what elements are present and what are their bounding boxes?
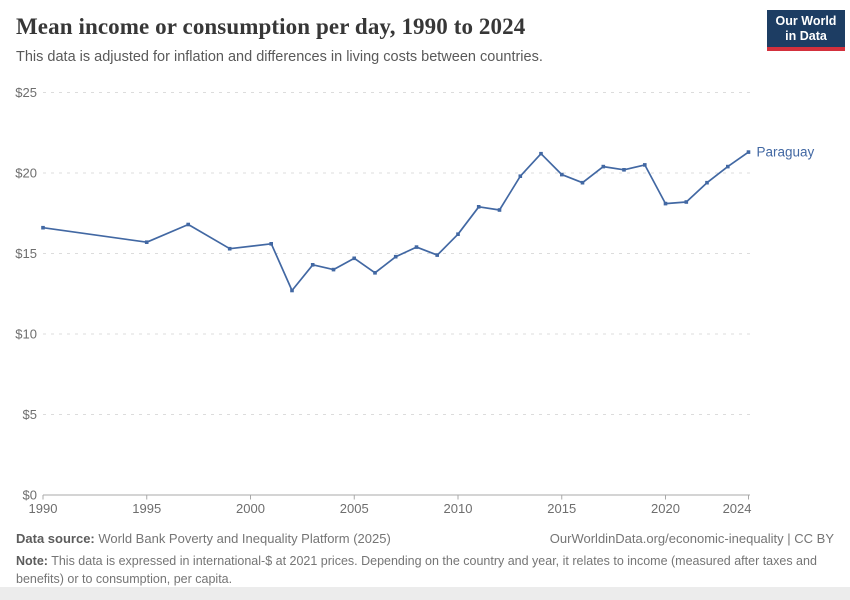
x-tick-label: 2000 bbox=[236, 501, 265, 516]
chart-header: Mean income or consumption per day, 1990… bbox=[16, 14, 760, 65]
data-point-marker[interactable] bbox=[580, 180, 585, 185]
series-label-paraguay[interactable]: Paraguay bbox=[757, 145, 815, 160]
data-point-marker[interactable] bbox=[186, 222, 190, 227]
data-point-marker[interactable] bbox=[144, 240, 149, 244]
bottom-page-edge bbox=[0, 587, 850, 600]
data-point-marker[interactable] bbox=[539, 151, 543, 156]
data-point-marker[interactable] bbox=[331, 267, 336, 272]
data-point-marker[interactable] bbox=[227, 246, 232, 251]
page-title: Mean income or consumption per day, 1990… bbox=[16, 14, 526, 39]
line-chart-canvas: $0 $5 $10 $15 $20 $25 1990 1995 2000 2005 2010 2015… bbox=[15, 85, 815, 516]
data-point-marker[interactable] bbox=[476, 205, 481, 209]
x-tick-label: 2020 bbox=[651, 501, 680, 516]
data-point-marker[interactable] bbox=[560, 172, 564, 177]
x-tick-label: 2015 bbox=[547, 501, 576, 516]
data-source-line: Data source: World Bank Poverty and Ineq… bbox=[16, 531, 391, 546]
data-point-marker[interactable] bbox=[310, 263, 315, 267]
y-tick-label: $10 bbox=[15, 327, 37, 342]
note-text: This data is expressed in international-… bbox=[16, 554, 817, 587]
x-tick-label: 1990 bbox=[29, 501, 58, 516]
y-tick-label: $25 bbox=[15, 85, 37, 100]
x-tick-label: 1995 bbox=[132, 501, 161, 516]
data-point-marker[interactable] bbox=[518, 174, 523, 178]
data-point-marker[interactable] bbox=[456, 232, 460, 236]
owid-logo-line2: in Data bbox=[785, 28, 827, 43]
data-point-marker[interactable] bbox=[290, 288, 294, 293]
data-point-marker[interactable] bbox=[705, 180, 709, 185]
data-point-marker[interactable] bbox=[414, 245, 419, 249]
y-tick-label: $5 bbox=[23, 407, 37, 422]
data-point-marker[interactable] bbox=[601, 164, 606, 169]
data-point-marker[interactable] bbox=[746, 150, 751, 154]
owid-logo-line1: Our World bbox=[775, 13, 837, 28]
series-line-paraguay[interactable] bbox=[42, 151, 750, 292]
data-point-marker[interactable] bbox=[352, 256, 356, 261]
owid-logo[interactable]: Our World in Data bbox=[767, 10, 845, 51]
data-source-text[interactable]: World Bank Poverty and Inequality Platfo… bbox=[94, 531, 391, 546]
data-source-label: Data source: bbox=[16, 531, 95, 546]
data-point-marker[interactable] bbox=[497, 208, 502, 212]
chart-footer: Data source: World Bank Poverty and Ineq… bbox=[16, 531, 834, 588]
x-tick-label: 2010 bbox=[444, 501, 473, 516]
data-point-marker[interactable] bbox=[726, 164, 730, 169]
note-label: Note: bbox=[16, 554, 48, 568]
license-link[interactable]: OurWorldinData.org/economic-inequality |… bbox=[549, 531, 834, 546]
data-point-marker[interactable] bbox=[393, 254, 398, 259]
data-point-marker[interactable] bbox=[373, 271, 377, 275]
y-tick-label: $20 bbox=[15, 166, 37, 181]
x-tick-label: 2024 bbox=[723, 501, 752, 516]
data-point-marker[interactable] bbox=[684, 200, 689, 204]
note-line: Note: This data is expressed in internat… bbox=[16, 552, 828, 588]
data-point-marker[interactable] bbox=[435, 253, 439, 257]
data-point-marker[interactable] bbox=[663, 201, 668, 206]
chart-area: $0 $5 $10 $15 $20 $25 1990 1995 2000 2005 2010 2015… bbox=[15, 85, 815, 516]
data-point-marker[interactable] bbox=[643, 163, 647, 167]
y-tick-label: $0 bbox=[23, 488, 37, 503]
data-point-marker[interactable] bbox=[622, 168, 626, 172]
data-point-marker[interactable] bbox=[269, 242, 273, 246]
y-tick-label: $15 bbox=[15, 246, 37, 261]
data-point-marker[interactable] bbox=[41, 225, 45, 230]
x-tick-label: 2005 bbox=[340, 501, 369, 516]
chart-subtitle: This data is adjusted for inflation and … bbox=[16, 49, 543, 65]
